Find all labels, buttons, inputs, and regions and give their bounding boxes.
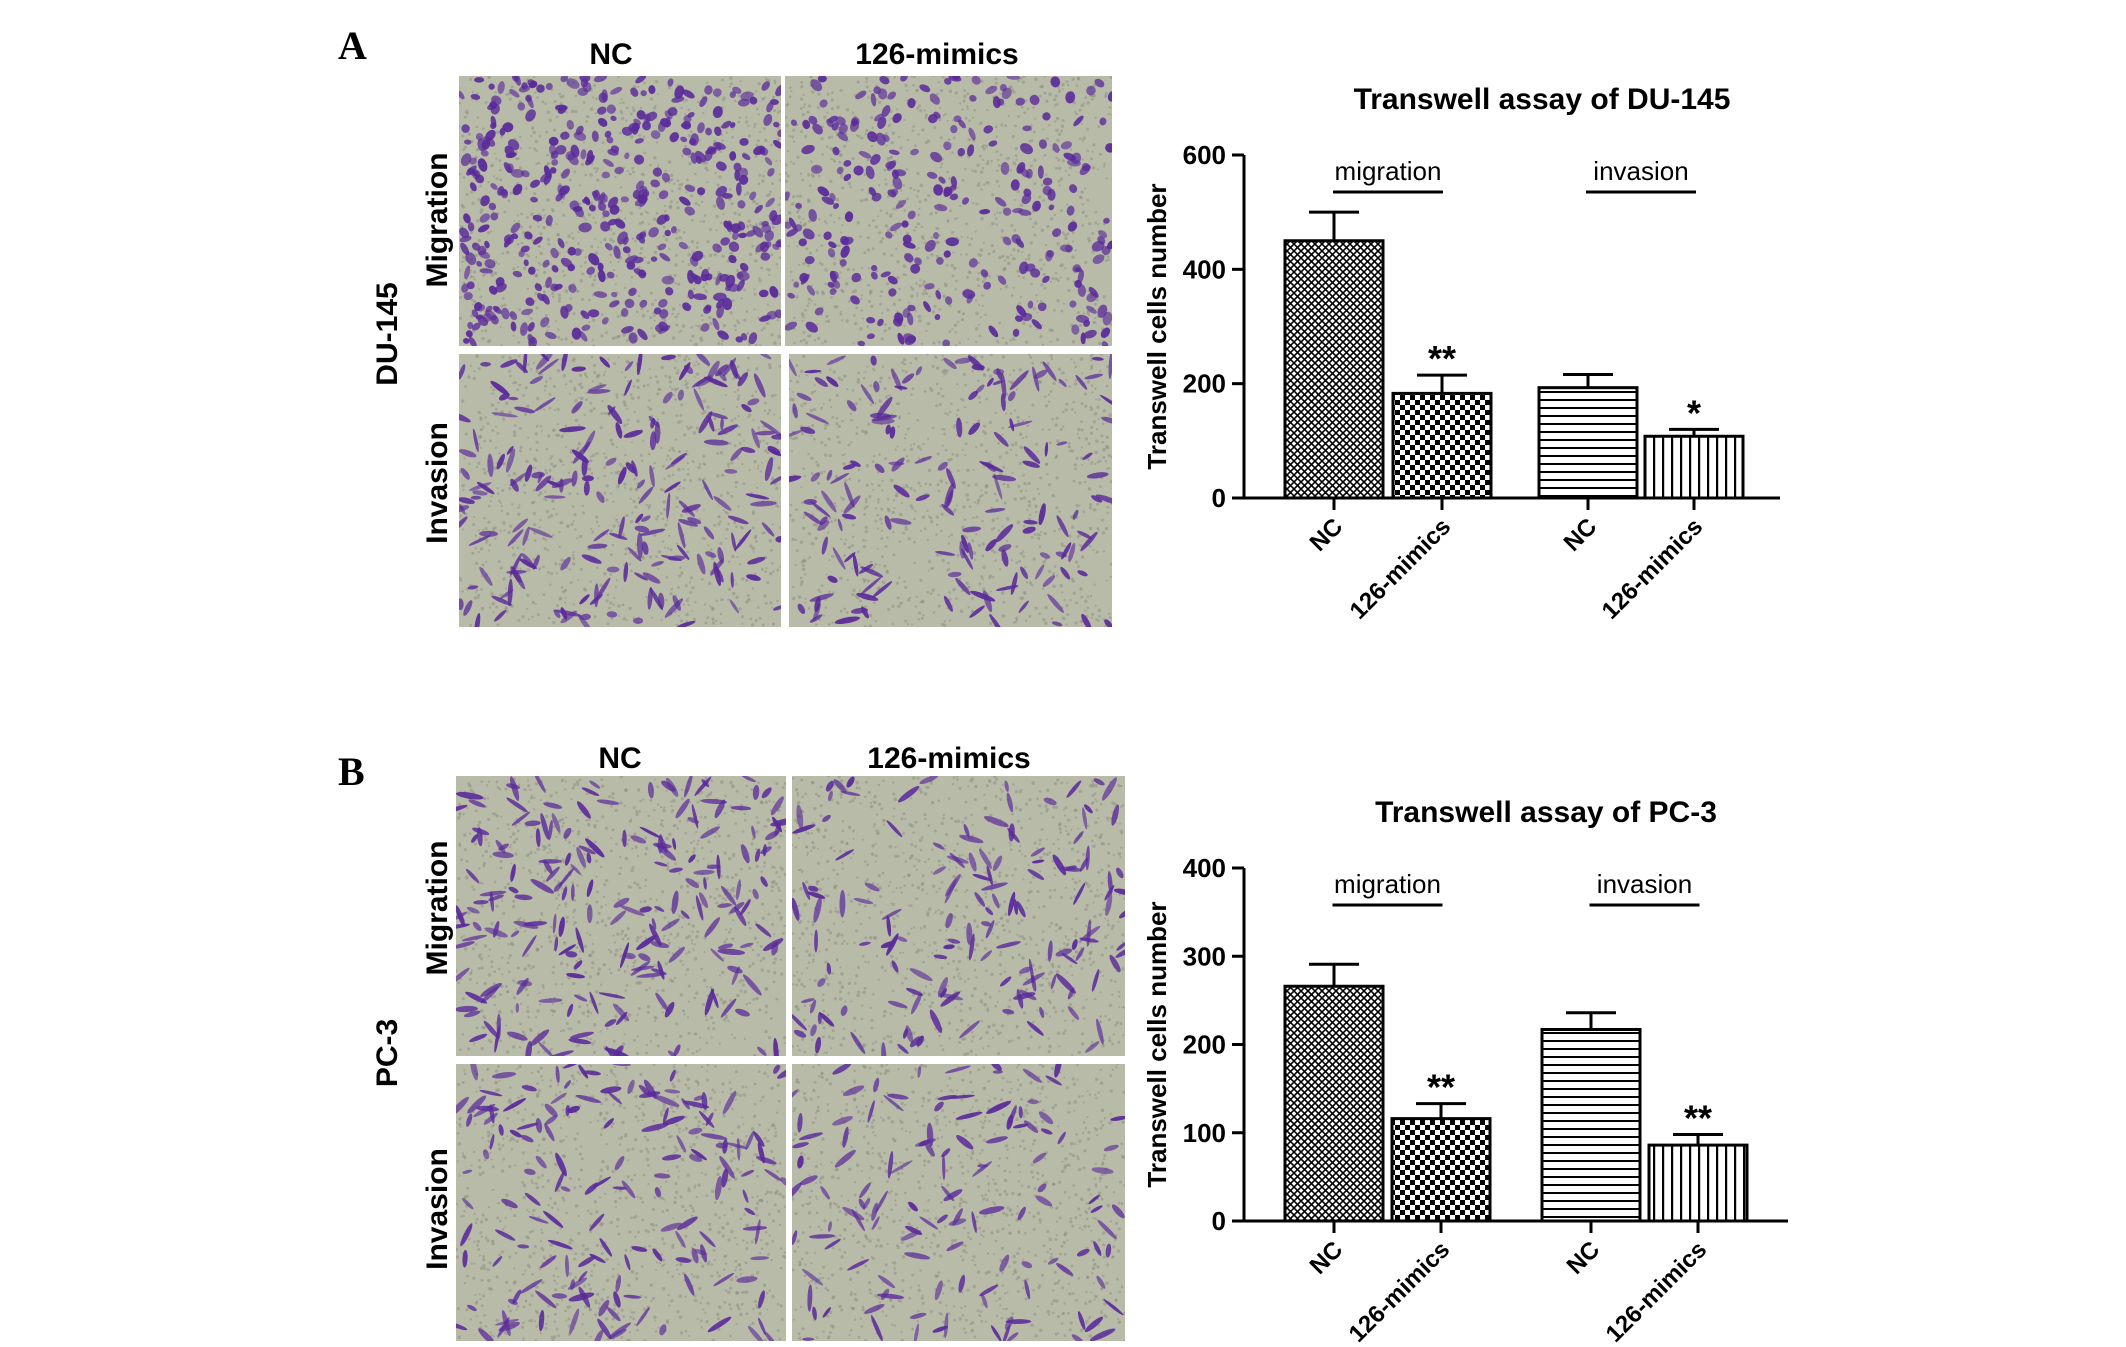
- micrograph-b-mimics-migration: [792, 776, 1125, 1056]
- row-label-invasion-a: Invasion: [421, 422, 454, 544]
- chart-title: Transwell assay of PC-3: [1375, 796, 1717, 829]
- group-label: migration: [1335, 156, 1442, 186]
- bar: [1283, 239, 1385, 500]
- cell-line-label-a: DU-145: [371, 282, 404, 386]
- row-label-migration-b: Migration: [421, 840, 454, 976]
- col-header-nc-b: NC: [598, 742, 642, 775]
- micrograph-a-mimics-migration: [785, 76, 1112, 346]
- cell-line-label-b: PC-3: [371, 1018, 404, 1088]
- y-tick-label: 0: [1212, 483, 1226, 513]
- x-tick-label: NC: [1562, 1236, 1606, 1280]
- panel-letter-a: A: [338, 23, 367, 68]
- micrograph-b-nc-migration: [456, 776, 786, 1056]
- y-tick-label: 400: [1183, 254, 1226, 284]
- micrograph-a-nc-migration: [459, 76, 781, 346]
- bar-chart-pc3: Transwell assay of PC-3 Transwell cells n…: [1140, 760, 1788, 1347]
- chart-title: Transwell assay of DU-145: [1354, 83, 1731, 116]
- row-label-migration-a: Migration: [421, 152, 454, 288]
- col-header-nc-a: NC: [589, 38, 633, 71]
- group-label: migration: [1334, 869, 1441, 899]
- significance-marker: **: [1684, 1098, 1712, 1139]
- bar: [1391, 391, 1493, 500]
- x-tick-label: 126-mimics: [1345, 513, 1457, 625]
- group-label: invasion: [1597, 869, 1692, 899]
- significance-marker: *: [1687, 392, 1701, 433]
- row-label-invasion-b: Invasion: [421, 1148, 454, 1270]
- micrograph-a-nc-invasion: [459, 354, 781, 627]
- bar: [1537, 386, 1639, 500]
- col-header-mimics-a: 126-mimics: [855, 38, 1019, 71]
- group-label: invasion: [1593, 156, 1688, 186]
- y-tick-label: 400: [1183, 853, 1226, 883]
- micrograph-a-mimics-invasion: [789, 354, 1112, 627]
- y-axis-label: Transwell cells number: [1142, 183, 1172, 469]
- micrograph-b-mimics-invasion: [792, 1064, 1125, 1341]
- x-tick-label: NC: [1305, 1236, 1349, 1280]
- bar-chart-du145: Transwell assay of DU-145 Transwell cells…: [1140, 55, 1780, 645]
- x-tick-label: NC: [1559, 513, 1603, 557]
- bar: [1283, 984, 1385, 1223]
- x-tick-label: NC: [1305, 513, 1349, 557]
- col-header-mimics-b: 126-mimics: [867, 742, 1031, 775]
- y-tick-label: 600: [1183, 140, 1226, 170]
- bar: [1647, 1143, 1749, 1223]
- bar: [1540, 1027, 1642, 1223]
- x-tick-label: 126-mimics: [1344, 1236, 1456, 1347]
- y-tick-label: 100: [1183, 1118, 1226, 1148]
- panel-letter-b: B: [338, 749, 365, 794]
- y-tick-label: 200: [1183, 369, 1226, 399]
- x-tick-label: 126-mimics: [1601, 1236, 1713, 1347]
- y-tick-label: 300: [1183, 941, 1226, 971]
- y-tick-label: 0: [1212, 1206, 1226, 1236]
- bar: [1390, 1117, 1492, 1223]
- micrograph-b-nc-invasion: [456, 1064, 786, 1341]
- y-axis-label: Transwell cells number: [1142, 901, 1172, 1187]
- significance-marker: **: [1427, 1067, 1455, 1108]
- y-tick-label: 200: [1183, 1030, 1226, 1060]
- bar: [1643, 434, 1745, 500]
- significance-marker: **: [1428, 338, 1456, 379]
- x-tick-label: 126-mimics: [1597, 513, 1709, 625]
